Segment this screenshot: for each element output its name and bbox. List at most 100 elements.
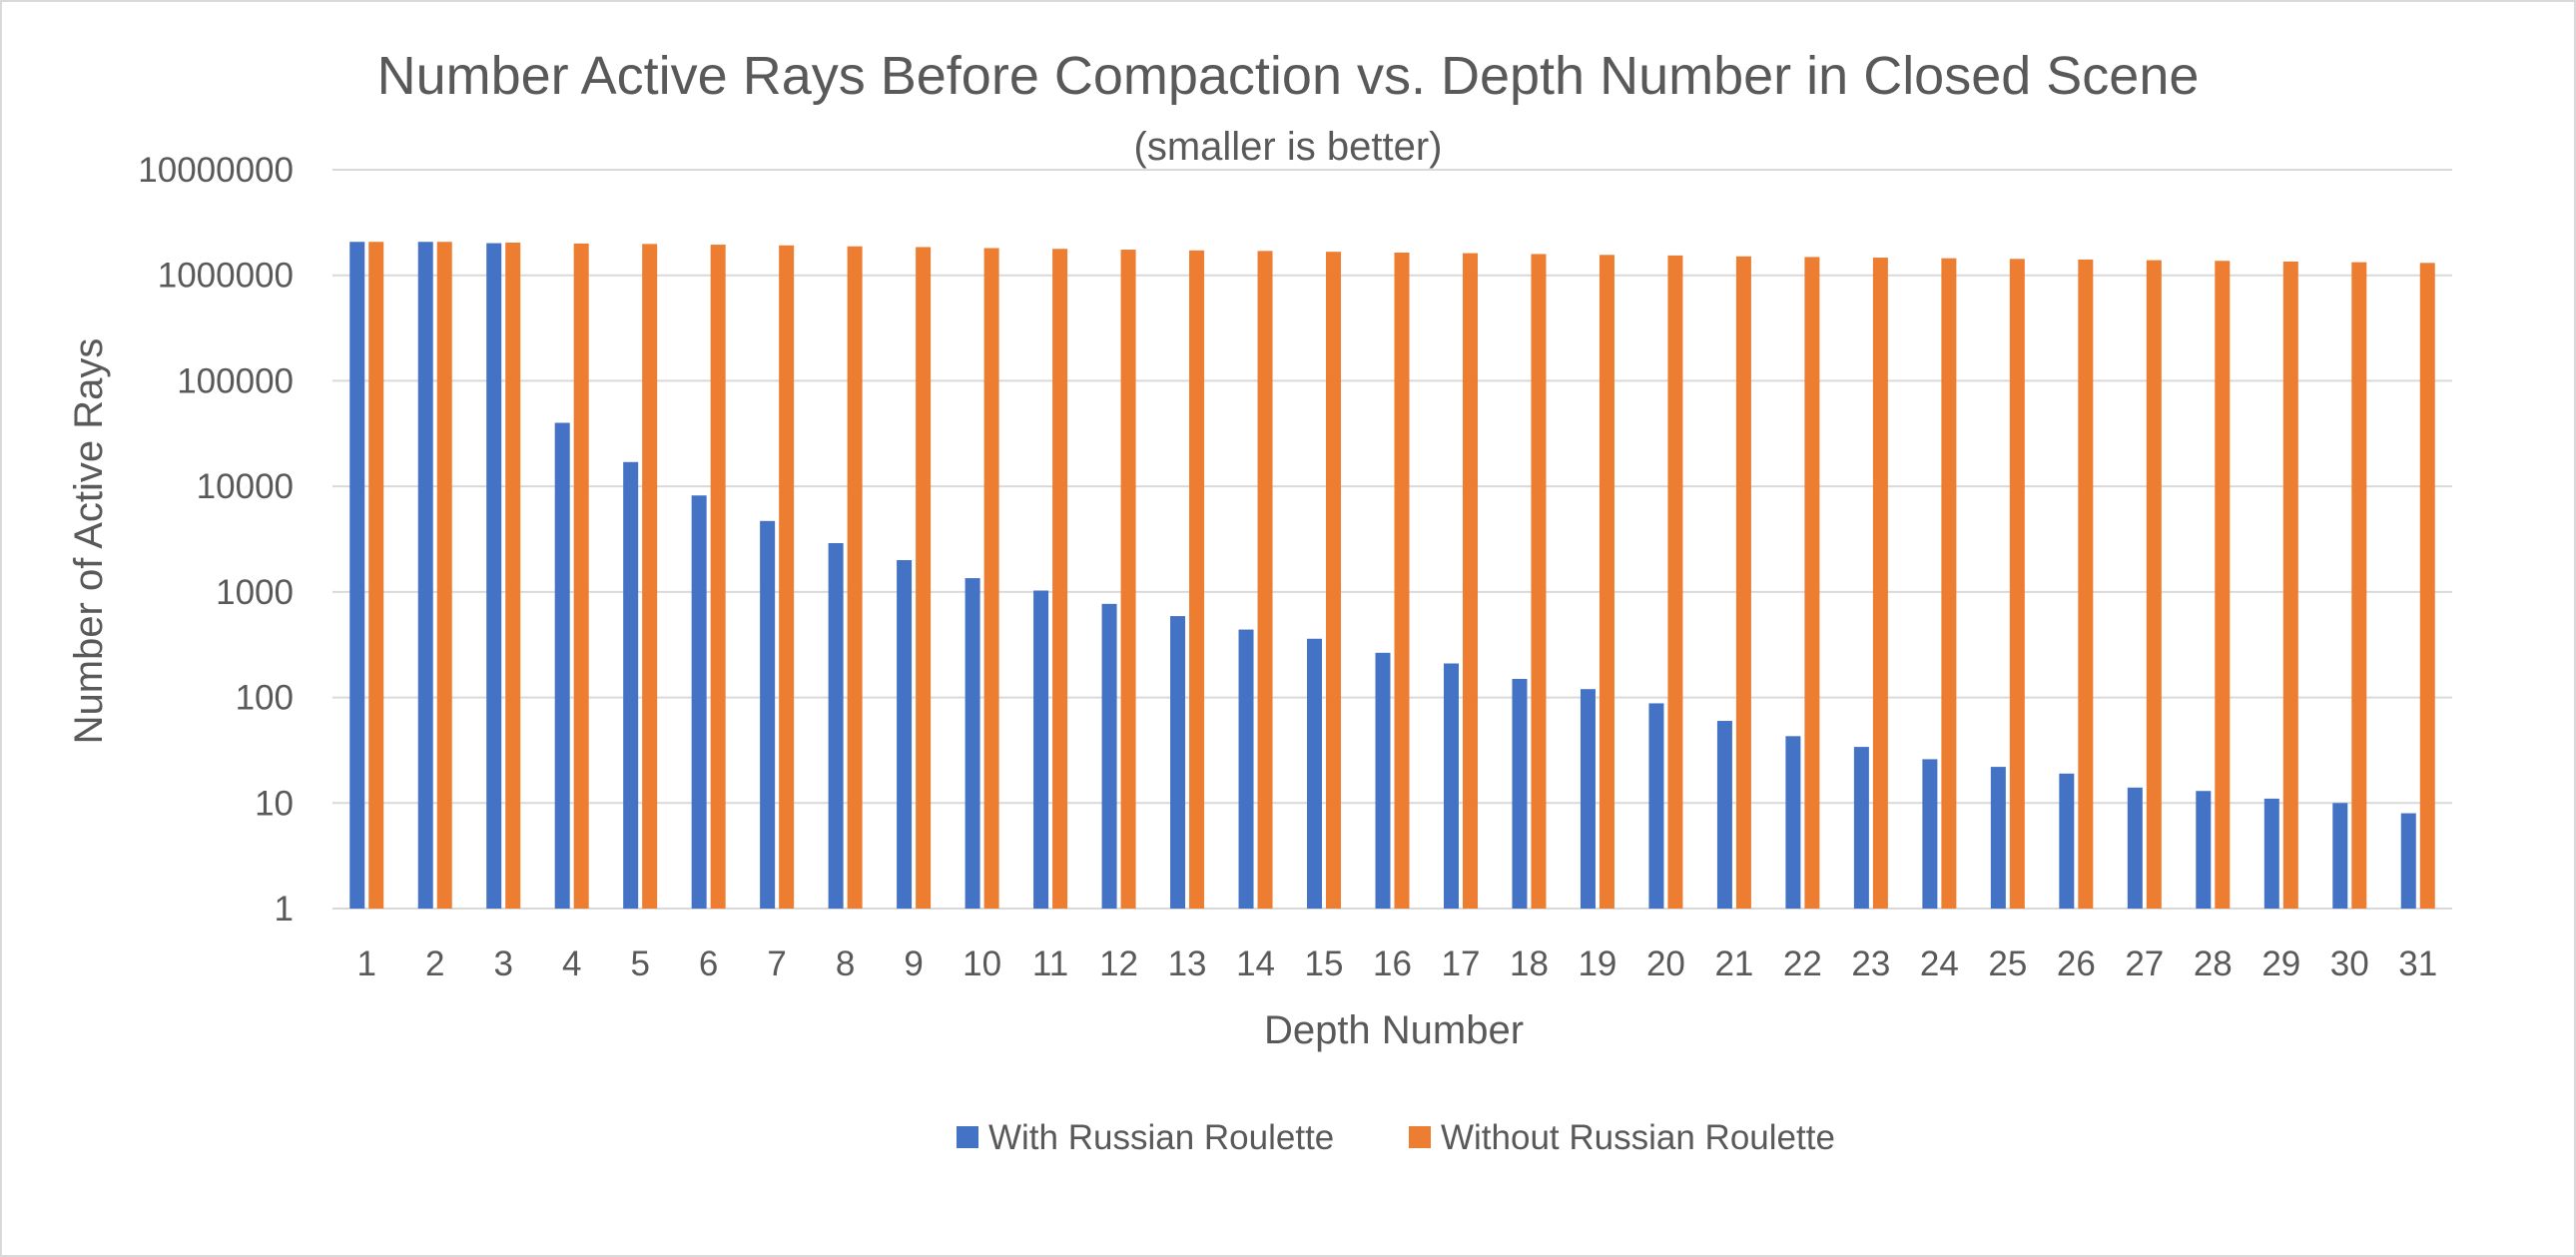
- bar-without-russian-roulette: [779, 245, 795, 909]
- y-tick-label: 1000: [216, 573, 294, 612]
- x-tick-label: 21: [1714, 944, 1753, 983]
- bar-with-russian-roulette: [897, 560, 913, 909]
- bar-without-russian-roulette: [1667, 255, 1683, 909]
- bar-without-russian-roulette: [2146, 260, 2162, 909]
- legend-swatch: [1409, 1126, 1431, 1148]
- x-tick-label: 30: [2330, 944, 2369, 983]
- bar-with-russian-roulette: [2263, 798, 2279, 909]
- bar-without-russian-roulette: [710, 245, 726, 910]
- bar-with-russian-roulette: [1990, 767, 2006, 909]
- bar-without-russian-roulette: [1462, 253, 1478, 909]
- bar-with-russian-roulette: [1716, 721, 1732, 909]
- y-tick-label: 100: [236, 679, 294, 718]
- bar-with-russian-roulette: [1922, 759, 1938, 909]
- bar-without-russian-roulette: [2351, 262, 2367, 909]
- x-tick-label: 10: [963, 944, 1001, 983]
- bar-without-russian-roulette: [916, 247, 932, 910]
- x-tick-label: 13: [1168, 944, 1207, 983]
- bar-with-russian-roulette: [623, 461, 639, 909]
- bar-without-russian-roulette: [368, 242, 384, 909]
- bar-without-russian-roulette: [1394, 253, 1410, 910]
- y-axis-tick-labels: 1 10 100 1000 10000 100000 1000000 10000000: [138, 151, 294, 929]
- y-tick-label: 1000000: [158, 257, 294, 296]
- y-tick-label: 10000: [197, 467, 294, 506]
- y-tick-label: 1: [275, 890, 294, 929]
- bar-without-russian-roulette: [1531, 254, 1547, 910]
- bar-without-russian-roulette: [2419, 263, 2435, 910]
- x-tick-label: 12: [1099, 944, 1138, 983]
- x-tick-label: 26: [2057, 944, 2096, 983]
- x-tick-label: 8: [836, 944, 855, 983]
- bar-with-russian-roulette: [1033, 590, 1049, 909]
- bar-with-russian-roulette: [1375, 652, 1391, 909]
- bar-with-russian-roulette: [2196, 791, 2212, 909]
- bar-with-russian-roulette: [1170, 616, 1186, 909]
- x-tick-label: 25: [1988, 944, 2027, 983]
- x-tick-label: 24: [1920, 944, 1959, 983]
- x-tick-label: 20: [1646, 944, 1685, 983]
- y-tick-label: 100000: [177, 361, 294, 400]
- bar-without-russian-roulette: [1326, 252, 1342, 909]
- x-tick-label: 5: [630, 944, 649, 983]
- bar-without-russian-roulette: [1120, 250, 1136, 909]
- bar-with-russian-roulette: [1512, 678, 1528, 909]
- bar-without-russian-roulette: [1052, 249, 1068, 909]
- bars: [349, 242, 2435, 910]
- x-tick-label: 17: [1442, 944, 1481, 983]
- x-tick-label: 22: [1783, 944, 1822, 983]
- bar-with-russian-roulette: [828, 542, 844, 909]
- legend-label: With Russian Roulette: [988, 1118, 1334, 1157]
- bar-with-russian-roulette: [1101, 603, 1117, 909]
- bar-with-russian-roulette: [1785, 736, 1801, 909]
- bar-without-russian-roulette: [1941, 258, 1957, 909]
- x-tick-label: 15: [1305, 944, 1344, 983]
- bar-with-russian-roulette: [554, 422, 570, 909]
- bar-without-russian-roulette: [2078, 259, 2094, 909]
- bar-with-russian-roulette: [2127, 787, 2143, 909]
- x-tick-label: 16: [1373, 944, 1412, 983]
- x-tick-label: 29: [2261, 944, 2300, 983]
- bar-with-russian-roulette: [691, 495, 707, 909]
- bar-with-russian-roulette: [1238, 629, 1254, 909]
- bar-without-russian-roulette: [1257, 251, 1273, 909]
- x-tick-label: 28: [2194, 944, 2233, 983]
- bar-without-russian-roulette: [2009, 259, 2025, 909]
- bar-with-russian-roulette: [965, 578, 980, 909]
- x-tick-label: 2: [425, 944, 444, 983]
- x-axis-tick-labels: 1 2 3 4 5 6 7 8 9 10 11 12 13 14 15 16 17 18 19 20 21 22 23 24 2…: [357, 944, 2438, 983]
- bar-without-russian-roulette: [1735, 256, 1751, 910]
- bar-without-russian-roulette: [2215, 261, 2231, 909]
- x-tick-label: 11: [1032, 944, 1068, 983]
- bar-without-russian-roulette: [642, 244, 658, 909]
- bar-with-russian-roulette: [486, 243, 502, 909]
- bar-with-russian-roulette: [1853, 747, 1869, 909]
- y-tick-label: 10000000: [138, 151, 294, 190]
- bar-with-russian-roulette: [1307, 638, 1323, 909]
- chart-title: Number Active Rays Before Compaction vs.…: [377, 46, 2200, 106]
- y-tick-label: 10: [255, 784, 294, 823]
- bar-with-russian-roulette: [1580, 689, 1596, 909]
- bar-without-russian-roulette: [573, 243, 589, 909]
- x-tick-label: 27: [2125, 944, 2164, 983]
- x-tick-label: 9: [904, 944, 923, 983]
- x-tick-label: 7: [767, 944, 786, 983]
- bar-with-russian-roulette: [2400, 813, 2416, 909]
- bar-without-russian-roulette: [1804, 257, 1820, 910]
- chart-subtitle: (smaller is better): [1134, 125, 1443, 169]
- bar-without-russian-roulette: [1872, 258, 1888, 909]
- bar-with-russian-roulette: [2059, 773, 2075, 909]
- bar-with-russian-roulette: [760, 520, 776, 909]
- bar-with-russian-roulette: [1648, 703, 1664, 909]
- x-tick-label: 18: [1510, 944, 1549, 983]
- bar-with-russian-roulette: [417, 242, 433, 909]
- x-tick-label: 6: [699, 944, 718, 983]
- bar-without-russian-roulette: [2282, 261, 2298, 909]
- x-tick-label: 23: [1851, 944, 1890, 983]
- legend-label: Without Russian Roulette: [1441, 1118, 1835, 1157]
- x-tick-label: 3: [493, 944, 512, 983]
- y-axis-title: Number of Active Rays: [67, 338, 111, 745]
- bar-with-russian-roulette: [349, 242, 365, 909]
- x-tick-label: 31: [2398, 944, 2437, 983]
- x-tick-label: 4: [562, 944, 581, 983]
